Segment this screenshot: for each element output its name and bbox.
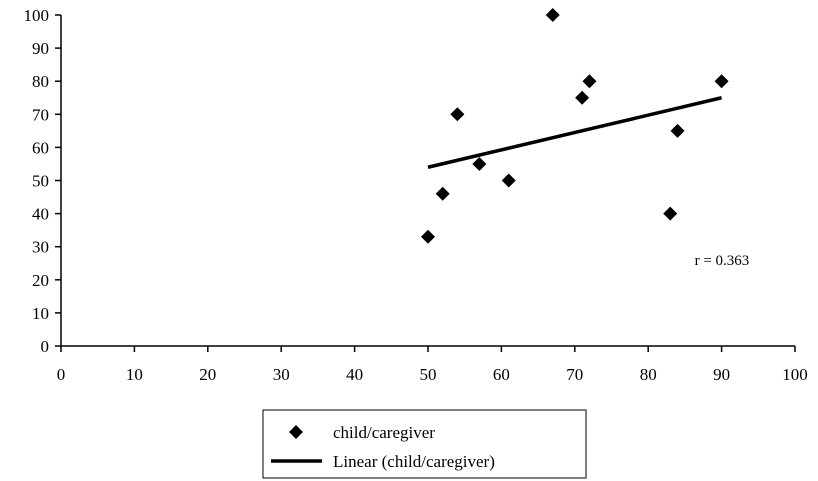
y-tick-label: 20 <box>32 271 49 290</box>
data-point <box>663 206 678 221</box>
y-tick-label: 80 <box>32 72 49 91</box>
x-tick-label: 100 <box>782 365 808 384</box>
y-tick-label: 30 <box>32 238 49 257</box>
correlation-annotation: r = 0.363 <box>695 253 750 269</box>
legend-label: child/caregiver <box>333 423 435 442</box>
data-point <box>435 186 450 201</box>
axes <box>60 15 795 347</box>
trendline-group <box>427 96 723 169</box>
y-tick-label: 100 <box>24 6 50 25</box>
y-tick-label: 90 <box>32 39 49 58</box>
data-point <box>582 74 597 89</box>
y-tick-label: 0 <box>41 337 50 356</box>
legend: child/caregiver Linear (child/caregiver) <box>262 409 587 479</box>
data-point <box>575 90 590 105</box>
y-tick-label: 40 <box>32 205 49 224</box>
data-points <box>421 8 729 244</box>
data-point <box>670 123 685 138</box>
x-axis-ticks: 0 10 20 30 40 50 60 70 80 90 100 <box>57 346 808 384</box>
x-tick-label: 30 <box>273 365 290 384</box>
annotations: r = 0.363 <box>695 253 750 269</box>
legend-box <box>262 409 587 479</box>
x-tick-label: 40 <box>346 365 363 384</box>
legend-marker-diamond <box>289 425 303 439</box>
x-tick-label: 70 <box>566 365 583 384</box>
data-point <box>472 156 487 171</box>
data-point <box>545 8 560 22</box>
y-axis-ticks: 0 10 20 30 40 50 60 70 80 90 100 <box>24 6 61 356</box>
y-tick-label: 70 <box>32 105 49 124</box>
x-tick-label: 90 <box>713 365 730 384</box>
data-point <box>421 229 435 244</box>
data-point <box>501 173 516 188</box>
x-tick-label: 80 <box>640 365 657 384</box>
y-tick-label: 60 <box>32 138 49 157</box>
data-point <box>714 74 729 89</box>
x-tick-label: 20 <box>199 365 216 384</box>
y-tick-label: 10 <box>32 304 49 323</box>
trendline <box>427 96 723 169</box>
legend-label: Linear (child/caregiver) <box>333 452 495 471</box>
data-point <box>450 107 465 122</box>
x-tick-label: 60 <box>493 365 510 384</box>
x-tick-label: 10 <box>126 365 143 384</box>
x-tick-label: 50 <box>420 365 437 384</box>
x-tick-label: 0 <box>57 365 66 384</box>
y-tick-label: 50 <box>32 172 49 191</box>
